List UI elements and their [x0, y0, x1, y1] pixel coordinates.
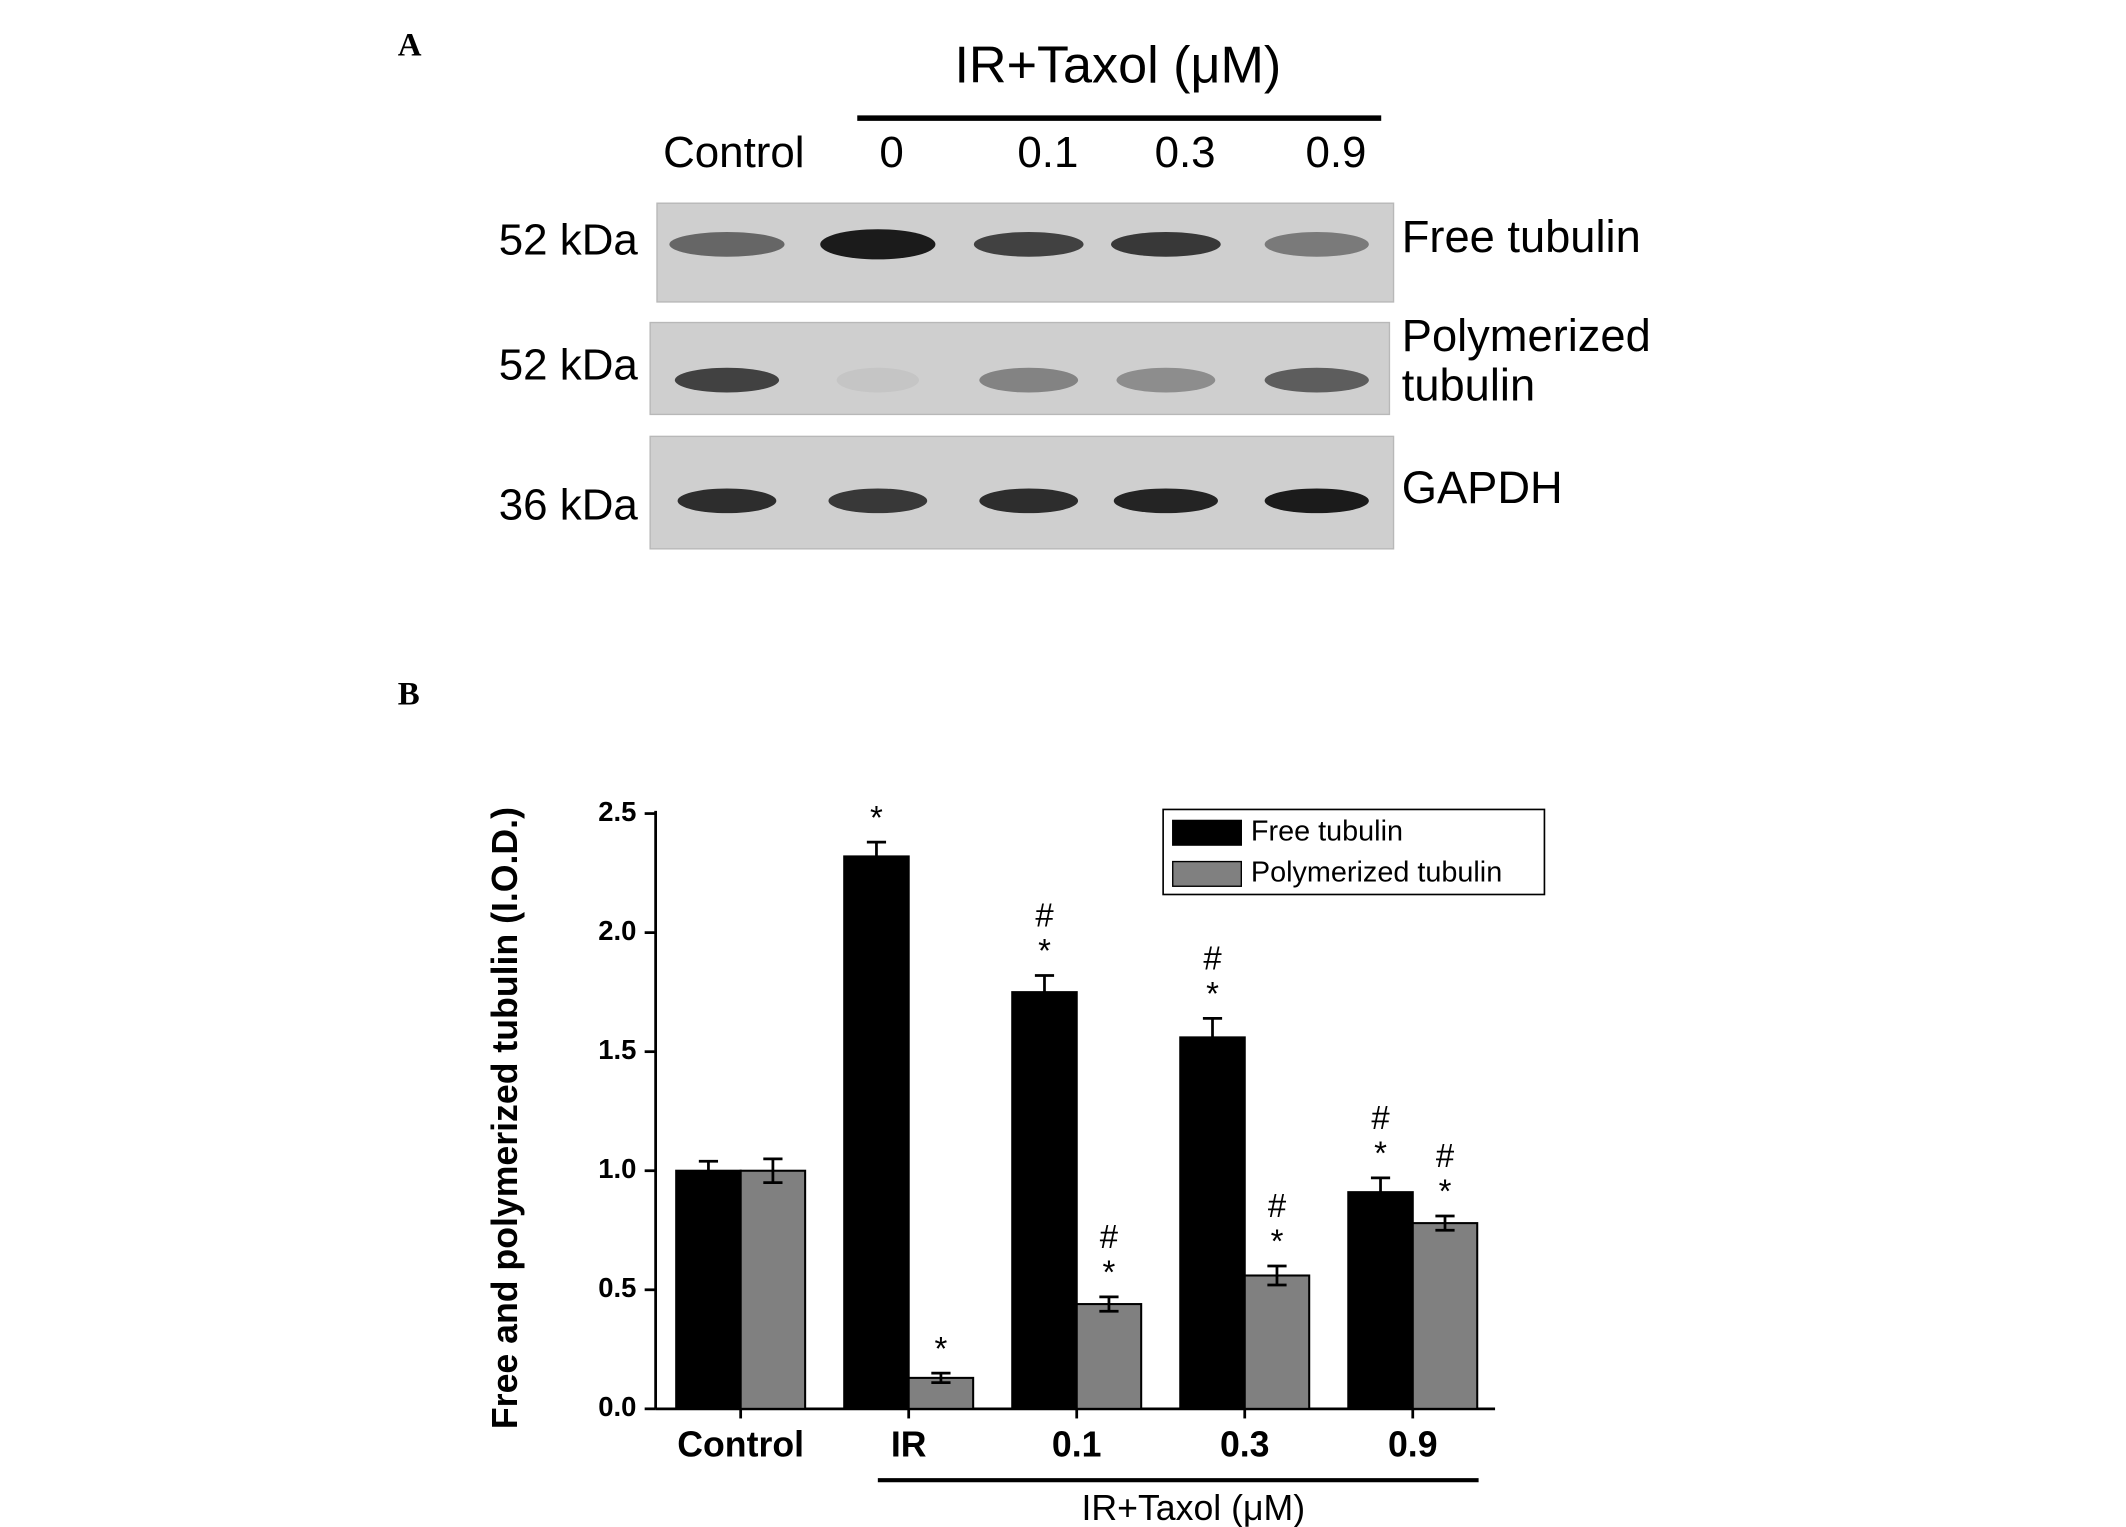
lane-label: 0.1: [1017, 128, 1078, 177]
bar: [1243, 1274, 1311, 1410]
panel-label: B: [398, 677, 420, 713]
row-label: Polymerized: [1402, 310, 1651, 361]
panel-label: A: [398, 28, 422, 64]
blot-band: [1116, 367, 1216, 393]
bar: [1011, 991, 1078, 1410]
blot-band: [1264, 367, 1369, 393]
error-bar: [1202, 1016, 1223, 1058]
y-tick-label: 1.5: [598, 1034, 636, 1065]
row-label: tubulin: [1402, 359, 1535, 410]
error-bar: [931, 1371, 951, 1385]
legend-swatch: [1172, 819, 1242, 846]
x-tick-label: 0.9: [1388, 1425, 1438, 1465]
significance-mark: #: [1035, 897, 1054, 934]
error-bar: [866, 840, 887, 873]
bar: [1411, 1222, 1479, 1410]
y-axis-title: Free and polymerized tubulin (I.O.D.): [485, 807, 525, 1429]
legend-label: Polymerized tubulin: [1251, 857, 1502, 889]
significance-mark: *: [935, 1330, 948, 1367]
blot-band: [820, 229, 936, 260]
group-label: IR+Taxol (μM): [1081, 1488, 1305, 1527]
significance-mark: *: [1206, 975, 1219, 1012]
blot-band: [828, 488, 928, 514]
significance-mark: *: [1374, 1135, 1387, 1172]
blot-band: [1264, 232, 1369, 257]
row-label: GAPDH: [1402, 462, 1563, 513]
bar: [675, 1169, 742, 1410]
significance-mark: #: [1203, 939, 1222, 976]
error-bar: [1435, 1214, 1455, 1232]
significance-mark: #: [1371, 1099, 1390, 1136]
x-tick-label: 0.1: [1052, 1425, 1102, 1465]
y-tick-label: 2.5: [598, 796, 636, 827]
significance-mark: #: [1436, 1137, 1455, 1174]
x-tick-label: 0.3: [1220, 1425, 1270, 1465]
marker-label: 52 kDa: [499, 216, 639, 265]
x-tick-label: Control: [677, 1425, 804, 1465]
blot-band: [1111, 232, 1221, 257]
significance-mark: *: [870, 799, 883, 836]
y-tick-label: 0.5: [598, 1272, 636, 1303]
blot-band: [979, 488, 1079, 514]
significance-mark: #: [1268, 1187, 1287, 1224]
blot-band: [1113, 488, 1218, 514]
blot-band: [677, 488, 777, 514]
significance-mark: *: [1038, 932, 1051, 969]
row-label: Free tubulin: [1402, 211, 1641, 262]
lane-label: 0.9: [1305, 128, 1366, 177]
bar: [1347, 1191, 1414, 1410]
legend-swatch: [1172, 860, 1242, 887]
blot-band: [669, 232, 785, 257]
y-tick-label: 1.0: [598, 1153, 636, 1184]
bar: [1179, 1036, 1246, 1410]
lane-label: 0.3: [1155, 128, 1216, 177]
lane-label: 0: [879, 128, 903, 177]
y-tick-label: 2.0: [598, 915, 636, 946]
bar: [843, 855, 910, 1410]
significance-mark: *: [1103, 1254, 1116, 1291]
significance-mark: *: [1271, 1223, 1284, 1260]
blot-band: [674, 367, 780, 393]
marker-label: 36 kDa: [499, 480, 639, 529]
error-bar: [763, 1157, 783, 1185]
treatment-label: IR+Taxol (μM): [954, 37, 1281, 95]
error-bar: [1034, 974, 1055, 1011]
significance-mark: #: [1100, 1218, 1119, 1255]
marker-label: 52 kDa: [499, 340, 639, 389]
y-tick-label: 0.0: [598, 1391, 636, 1422]
error-bar: [1267, 1264, 1287, 1287]
lane-label: Control: [663, 128, 804, 177]
blot-band: [973, 232, 1084, 257]
error-bar: [1370, 1176, 1391, 1208]
legend-label: Free tubulin: [1251, 815, 1403, 847]
error-bar: [698, 1159, 719, 1182]
error-bar: [1099, 1295, 1119, 1313]
blot-band: [836, 367, 919, 393]
blot-band: [1264, 488, 1369, 514]
bar: [739, 1169, 807, 1410]
bar: [1075, 1303, 1143, 1410]
blot-strip: [649, 321, 1391, 416]
blot-band: [979, 367, 1079, 393]
significance-mark: *: [1439, 1173, 1452, 1210]
x-tick-label: IR: [891, 1425, 927, 1465]
